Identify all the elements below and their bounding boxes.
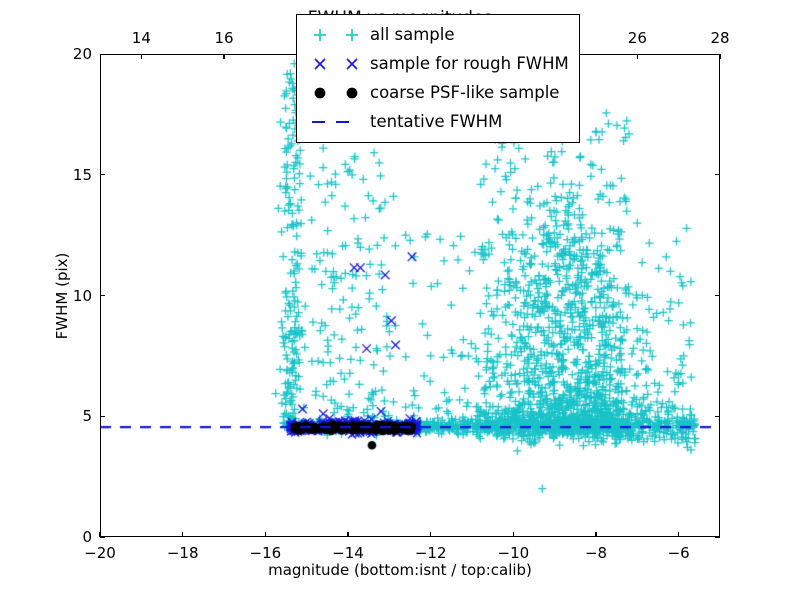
x-tick-mark	[512, 532, 514, 537]
x-tick-label: −12	[414, 544, 447, 562]
y-tick-mark	[100, 415, 105, 417]
y-tick-mark	[100, 174, 105, 176]
y-tick-mark	[100, 53, 105, 55]
cross-marker-icon	[304, 53, 368, 75]
y-tick-label: 5	[82, 407, 92, 426]
top-tick-label: 26	[627, 29, 647, 47]
circle-marker-icon	[304, 82, 368, 104]
y-tick-label: 10	[72, 286, 92, 305]
legend-item-psf-like: coarse PSF-like sample	[304, 78, 569, 107]
legend-item-all-sample: all sample	[304, 20, 569, 49]
x-tick-label: −18	[166, 544, 199, 562]
x-tick-label: −20	[84, 544, 116, 562]
y-tick-mark	[715, 174, 720, 176]
x-tick-label: −10	[497, 544, 530, 562]
legend-label-tentative-fwhm: tentative FWHM	[370, 112, 503, 131]
top-tick-mark	[140, 54, 142, 59]
x-tick-mark	[347, 532, 349, 537]
y-tick-label: 15	[72, 165, 92, 184]
legend-label-all-sample: all sample	[370, 25, 455, 44]
x-tick-label: −14	[332, 544, 364, 562]
top-tick-label: 16	[214, 29, 234, 47]
x-tick-mark	[264, 532, 266, 537]
plot-axes: FWHM (pix) 0 5 10 15 20 −20 −18 −16 −14 −12 −10 −8−…	[53, 29, 730, 562]
x-tick-label: −16	[249, 544, 282, 562]
legend-label-rough-fwhm: sample for rough FWHM	[370, 54, 569, 73]
dashed-line-marker-icon	[304, 111, 368, 133]
top-tick-mark	[636, 54, 638, 59]
y-tick-label: 20	[72, 45, 92, 63]
x-tick-label: −8	[584, 544, 608, 562]
y-tick-mark	[715, 415, 720, 417]
y-tick-mark	[100, 295, 105, 297]
x-tick-mark	[595, 532, 597, 537]
x-tick-mark	[99, 532, 101, 537]
top-tick-mark	[223, 54, 225, 59]
y-tick-mark	[715, 536, 720, 538]
legend-item-tentative-fwhm: tentative FWHM	[304, 107, 569, 136]
y-tick-label: 0	[82, 528, 92, 546]
legend-label-psf-like: coarse PSF-like sample	[370, 83, 560, 102]
top-tick-label: 28	[710, 29, 730, 47]
x-tick-label: −6	[667, 544, 690, 562]
legend-item-rough-fwhm: sample for rough FWHM	[304, 49, 569, 78]
x-tick-mark	[430, 532, 432, 537]
y-tick-mark	[715, 295, 720, 297]
x-axis-label: magnitude (bottom:isnt / top:calib)	[268, 561, 532, 579]
chart-legend: all sample sample for rough FWHM	[296, 14, 580, 143]
y-tick-mark	[100, 536, 105, 538]
top-tick-label: 14	[131, 29, 151, 47]
x-tick-mark	[678, 532, 680, 537]
y-tick-mark	[715, 53, 720, 55]
x-tick-mark	[182, 532, 184, 537]
top-tick-mark	[719, 54, 721, 59]
plus-marker-icon	[304, 24, 368, 46]
